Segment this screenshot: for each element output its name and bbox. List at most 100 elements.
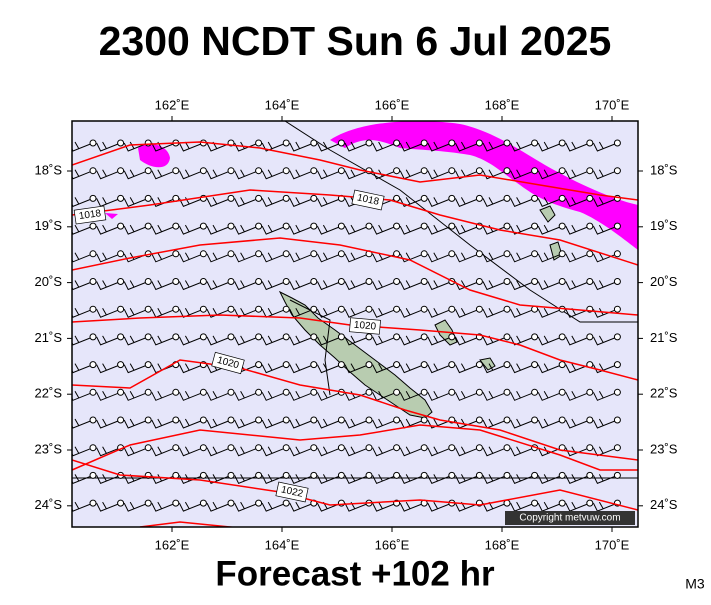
wind-barb [399,278,428,291]
barb-station [227,388,235,396]
barb-staff [592,141,618,152]
wind-barb [565,278,594,291]
barb-staff [289,141,314,152]
barb-staff [123,307,149,318]
wind-barb [592,222,621,235]
wind-barb [482,194,511,208]
isobar [72,314,638,381]
barb-staff [151,335,176,346]
wind-barb [537,250,566,263]
barb-station [199,388,207,396]
barb-station [586,278,594,285]
wind-barb [454,444,483,457]
lon-label: 166˚E [375,537,410,552]
wind-barb [537,499,566,512]
wind-barb [372,361,401,374]
wind-barb [482,361,511,374]
barb-station [393,139,401,147]
barb-station [282,194,290,202]
barb-staff [510,197,535,208]
wind-barb [289,416,318,429]
wind-barb [565,194,594,208]
barb-station [172,333,180,341]
barb-staff [537,252,563,263]
barb-staff [234,446,259,457]
barb-staff [592,391,618,401]
wind-barb [510,361,539,374]
wind-barb [510,139,539,152]
lon-label: 166˚E [375,97,410,112]
wind-barb [151,444,180,457]
barb-staff [178,391,204,401]
barb-staff [344,141,370,152]
barb-station [393,416,401,424]
barb-staff [510,335,535,346]
barb-staff [592,169,618,180]
wind-barb [123,222,152,235]
barb-staff [592,446,618,457]
barb-staff [482,307,508,318]
barb-station [172,388,180,396]
barb-station [558,278,566,285]
barb-staff [372,474,397,485]
barb-station [255,305,263,313]
barb-station [227,444,235,452]
boundary-line [284,121,638,323]
wind-barb [96,250,125,263]
wind-barb [178,278,207,291]
barb-station [365,222,373,230]
lat-label: 18˚S [650,162,678,177]
wind-barb [72,416,97,429]
barb-staff [206,169,232,180]
barb-staff [427,224,452,235]
barb-station [586,139,594,147]
barb-station [531,333,539,341]
barb-staff [96,224,121,235]
barb-staff [261,474,287,485]
wind-barb [234,416,263,429]
wind-barb [96,167,125,180]
wind-barb [344,416,373,429]
barb-staff [206,280,232,291]
barb-station [255,471,263,479]
barb-staff [510,307,535,318]
wind-barb [123,167,152,180]
barb-staff [206,307,232,318]
wind-barb [72,250,97,263]
wind-barb [178,167,207,180]
wind-barb [178,305,207,318]
barb-station [393,167,401,175]
isobar-label: 1018 [356,192,380,207]
barb-station [117,361,125,369]
lat-label: 20˚S [35,274,63,289]
wind-barb [427,167,456,180]
barb-station [117,278,125,285]
barb-station [282,250,290,258]
barb-staff [316,307,342,318]
barb-station [227,194,235,202]
wind-barb [234,305,263,318]
boundary-line [289,299,331,396]
barb-station [282,361,290,369]
map-content: 1018 1018 1020 1020 1022 [72,121,638,527]
barb-staff [316,418,342,429]
wind-barb [96,305,125,318]
barb-staff [399,335,425,346]
wind-barb [344,361,373,374]
wind-barb [427,471,456,485]
lat-label: 21˚S [650,330,678,345]
wind-barb [289,167,318,180]
barb-staff [344,252,370,263]
barb-station [117,222,125,230]
barb-staff [510,418,535,429]
barb-staff [454,307,480,318]
wind-barb [510,278,539,291]
wind-barb [537,139,566,152]
wind-barb [344,388,373,401]
wind-barb [151,305,180,318]
barb-station [448,167,456,175]
barb-station [255,333,263,341]
wind-barb [96,278,125,291]
barb-station [89,278,97,285]
barb-staff [316,169,342,180]
